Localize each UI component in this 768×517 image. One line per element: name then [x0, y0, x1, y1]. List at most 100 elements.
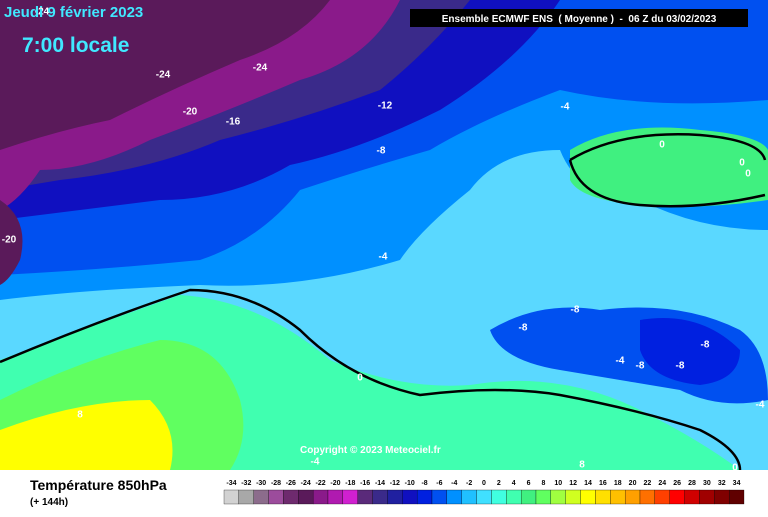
- contour-label: -8: [636, 361, 645, 372]
- scale-label: -26: [286, 480, 296, 487]
- scale-label: -30: [256, 480, 266, 487]
- scale-label: 24: [658, 480, 666, 487]
- contour-label: 8: [579, 460, 585, 471]
- time: 7:00 locale: [22, 34, 129, 57]
- scale-swatch: [253, 489, 269, 505]
- scale-label: -14: [375, 480, 385, 487]
- scale-label: 34: [733, 480, 741, 487]
- scale-swatch: [669, 489, 685, 505]
- contour-label: -4: [561, 102, 570, 113]
- scale-swatch: [327, 489, 344, 505]
- scale-swatch: [535, 489, 552, 505]
- scale-label: 4: [512, 480, 516, 487]
- scale-label: 20: [629, 480, 637, 487]
- field-minus8-turkey: [640, 318, 740, 385]
- contour-label: -16: [226, 117, 241, 128]
- scale-label: -24: [301, 480, 311, 487]
- scale-swatch: [387, 489, 403, 505]
- scale-label: 18: [614, 480, 622, 487]
- scale-label: -22: [316, 480, 326, 487]
- scale-label: -20: [330, 480, 340, 487]
- scale-label: 30: [703, 480, 711, 487]
- scale-swatch: [684, 489, 700, 505]
- map: [0, 0, 768, 471]
- scale-label: -16: [360, 480, 370, 487]
- scale-swatch: [446, 489, 462, 505]
- contour-label: -8: [701, 340, 710, 351]
- contour-label: 0: [357, 373, 363, 384]
- scale-swatch: [372, 489, 388, 505]
- scale-label: 14: [584, 480, 592, 487]
- scale-swatch: [714, 489, 730, 505]
- contour-label: -4: [616, 356, 625, 367]
- scale-swatch: [520, 489, 537, 505]
- model-box: [410, 9, 748, 27]
- contour-label: -20: [2, 235, 17, 246]
- field-minus24: [0, 0, 330, 150]
- scale-swatch: [298, 489, 314, 505]
- legend-title: Température 850hPa: [30, 477, 167, 493]
- scale-swatch: [654, 489, 670, 505]
- scale-label: -34: [226, 480, 236, 487]
- scale-label: -18: [345, 480, 355, 487]
- scale-swatch: [238, 489, 254, 505]
- scale-label: 0: [482, 480, 486, 487]
- scale-swatch: [283, 489, 299, 505]
- scale-label: 32: [718, 480, 726, 487]
- contour-label: -4: [756, 400, 765, 411]
- scale-label: -12: [390, 480, 400, 487]
- contour-label: -4: [311, 457, 320, 468]
- scale-label: -4: [451, 480, 457, 487]
- contour-label: 8: [77, 410, 83, 421]
- scale-label: 16: [599, 480, 607, 487]
- scale-swatch: [416, 489, 433, 505]
- contour-labels: -24 -24 -24 -20 -16 -12 -8 -4 0 0 0 -20 …: [2, 7, 765, 474]
- contour-label: -24: [253, 63, 268, 74]
- scale-swatch: [223, 489, 240, 505]
- date: Jeudi 9 février 2023: [4, 4, 143, 21]
- legend-subtitle: (+ 144h): [30, 497, 68, 508]
- scale-swatch: [312, 489, 329, 505]
- scale-label: -10: [405, 480, 415, 487]
- scale-swatch: [476, 489, 492, 505]
- field-plus6: [570, 127, 768, 207]
- copyright: Copyright © 2023 Meteociel.fr: [300, 445, 441, 456]
- scale-label: 28: [688, 480, 696, 487]
- contour-label: -24: [35, 7, 50, 18]
- scale-swatch: [357, 489, 373, 505]
- scale-swatch: [402, 489, 418, 505]
- scale-swatch: [431, 489, 448, 505]
- scale-swatch: [491, 489, 507, 505]
- scale-swatch: [565, 489, 581, 505]
- scale-swatch: [268, 489, 284, 505]
- contour-label: 0: [732, 463, 738, 474]
- field-minus24-b: [0, 200, 23, 285]
- contour-label: 0: [659, 140, 665, 151]
- scale-swatch: [461, 489, 477, 505]
- scale-swatch: [624, 489, 641, 505]
- contour-label: 0: [745, 169, 751, 180]
- contour-label: -8: [519, 323, 528, 334]
- scale-swatch: [506, 489, 522, 505]
- scale-swatch: [610, 489, 626, 505]
- contour-label: -4: [379, 252, 388, 263]
- scale-label: -2: [466, 480, 472, 487]
- field-plus14: [0, 400, 173, 470]
- scale-label: 12: [569, 480, 577, 487]
- scale-label: 22: [644, 480, 652, 487]
- scale-swatch: [699, 489, 715, 505]
- scale-label: 8: [541, 480, 545, 487]
- contour-label: -20: [183, 107, 198, 118]
- scale-swatch: [595, 489, 611, 505]
- model-info: Ensemble ECMWF ENS ( Moyenne ) - 06 Z du…: [442, 14, 717, 25]
- contour-label: -8: [377, 146, 386, 157]
- contour-label: 0: [739, 158, 745, 169]
- scale-label: 6: [527, 480, 531, 487]
- scale-label: -6: [436, 480, 442, 487]
- zero-isotherm: [0, 288, 742, 471]
- scale-label: -8: [421, 480, 427, 487]
- scale-swatch: [342, 489, 358, 505]
- scale-swatch: [728, 489, 745, 505]
- scale-label: 2: [497, 480, 501, 487]
- scale-swatch: [639, 489, 656, 505]
